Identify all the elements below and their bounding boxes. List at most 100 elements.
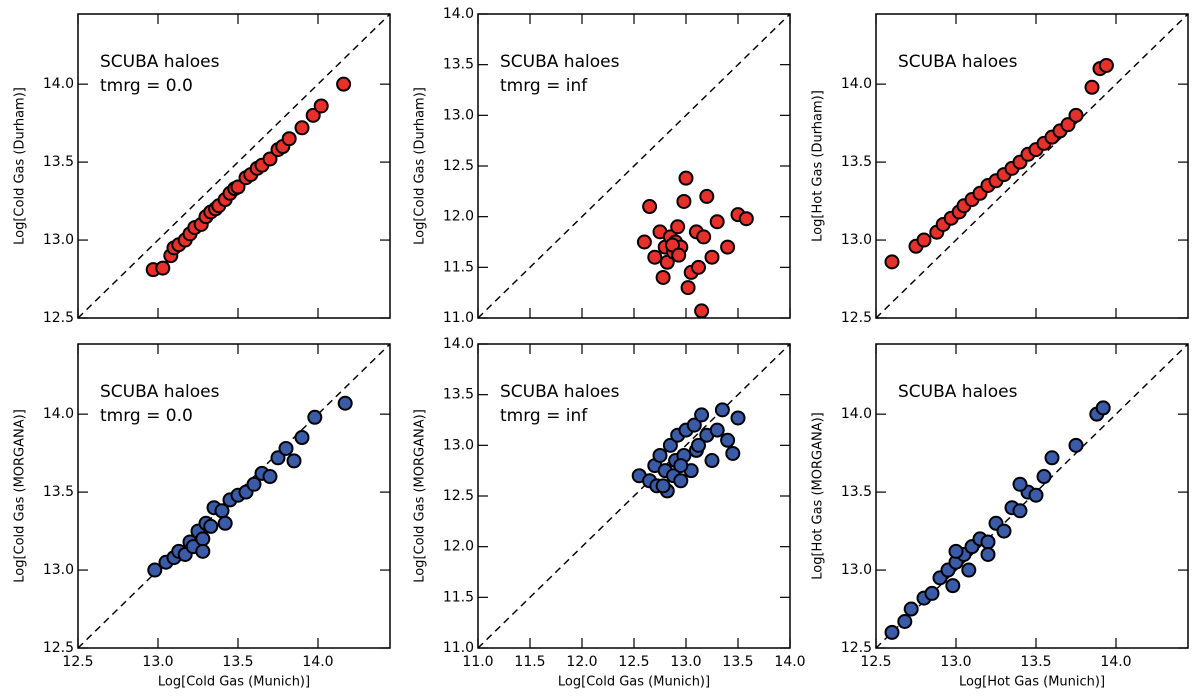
point — [704, 453, 720, 469]
point — [996, 523, 1012, 539]
y-tick-label: 13.0 — [443, 107, 474, 123]
x-tick-label: 11.5 — [514, 654, 545, 670]
y-axis-label: Log[Hot Gas (MORGANA)] — [811, 412, 826, 579]
identity-line — [78, 14, 390, 318]
y-tick-label: 12.5 — [43, 310, 74, 326]
frame — [77, 13, 391, 319]
y-tick-label: 13.0 — [841, 562, 872, 578]
point — [916, 232, 932, 248]
point — [686, 417, 702, 433]
point — [1068, 437, 1084, 453]
y-tick-label: 12.5 — [841, 640, 872, 656]
point — [948, 543, 964, 559]
y-tick-label: 13.5 — [841, 484, 872, 500]
y-tick-label: 12.5 — [841, 310, 872, 326]
point — [655, 269, 671, 285]
point — [147, 562, 163, 578]
point — [155, 260, 171, 276]
y-tick-label: 13.5 — [443, 387, 474, 403]
x-tick-label: 14.0 — [1100, 654, 1131, 670]
point — [924, 585, 940, 601]
point — [294, 430, 310, 446]
y-tick-label: 12.0 — [443, 209, 474, 225]
x-tick-label: 13.0 — [142, 654, 173, 670]
annotation: SCUBA haloes — [500, 382, 620, 402]
point — [980, 546, 996, 562]
y-axis-label: Log[Cold Gas (MORGANA)] — [13, 409, 28, 583]
panel: 12.5 13.0 13.5 14.0 Log[Hot Gas (Durham)] SCU… — [811, 13, 1189, 326]
panel: 11.0 11.5 12.0 12.5 13.0 13.5 14.0 11.0 11.5 12.0… — [413, 336, 806, 690]
panel: 12.5 13.0 13.5 14.0 12.5 13.0 13.5 14.0 Log[Cold… — [13, 343, 391, 690]
point — [307, 409, 323, 425]
point — [647, 249, 663, 265]
x-tick-label: 13.5 — [222, 654, 253, 670]
annotation: tmrg = 0.0 — [100, 76, 193, 96]
point — [1036, 469, 1052, 485]
y-axis-label: Log[Cold Gas (Durham)] — [13, 87, 28, 245]
point — [1012, 476, 1028, 492]
y-tick-label: 11.5 — [443, 259, 474, 275]
y-tick-label: 13.0 — [443, 437, 474, 453]
point — [313, 98, 329, 114]
point — [230, 179, 246, 195]
point — [1098, 57, 1114, 73]
y-tick-label: 14.0 — [43, 406, 74, 422]
point — [337, 395, 353, 411]
annotation: SCUBA haloes — [898, 382, 1018, 402]
x-tick-label: 12.5 — [62, 654, 93, 670]
x-tick-label: 13.0 — [940, 654, 971, 670]
point — [262, 469, 278, 485]
x-tick-label: 11.0 — [462, 654, 493, 670]
y-tick-label: 12.5 — [443, 158, 474, 174]
annotation: SCUBA haloes — [500, 52, 620, 72]
point — [286, 453, 302, 469]
point — [694, 407, 710, 423]
point — [676, 193, 692, 209]
y-tick-label: 11.0 — [443, 310, 474, 326]
point — [336, 76, 352, 92]
identity-line — [478, 344, 790, 648]
point — [195, 531, 211, 547]
identity-line — [478, 14, 790, 318]
point — [670, 219, 686, 235]
frame — [77, 343, 391, 649]
point — [195, 543, 211, 559]
y-axis-label: Log[Hot Gas (Durham)] — [811, 90, 826, 242]
y-tick-label: 13.5 — [43, 484, 74, 500]
point — [884, 254, 900, 270]
point — [1044, 450, 1060, 466]
point — [709, 214, 725, 230]
y-tick-label: 13.0 — [841, 232, 872, 248]
x-tick-label: 14.0 — [302, 654, 333, 670]
y-tick-label: 13.5 — [841, 154, 872, 170]
y-tick-label: 11.5 — [443, 589, 474, 605]
point — [696, 229, 712, 245]
frame — [875, 343, 1189, 649]
point — [262, 151, 278, 167]
point — [980, 534, 996, 550]
annotation: tmrg = inf — [500, 76, 588, 96]
y-tick-label: 14.0 — [841, 406, 872, 422]
point — [704, 249, 720, 265]
point — [281, 131, 297, 147]
x-tick-label: 12.5 — [618, 654, 649, 670]
point — [714, 402, 730, 418]
point — [1095, 400, 1111, 416]
point — [662, 437, 678, 453]
y-tick-label: 14.0 — [841, 76, 872, 92]
y-tick-label: 13.5 — [43, 154, 74, 170]
point — [673, 458, 689, 474]
point — [897, 613, 913, 629]
x-axis-label: Log[Cold Gas (Munich)] — [558, 675, 710, 690]
y-tick-label: 12.0 — [443, 539, 474, 555]
y-tick-label: 14.0 — [443, 6, 474, 22]
point — [1068, 107, 1084, 123]
point — [246, 476, 262, 492]
point — [217, 515, 233, 531]
point — [678, 170, 694, 186]
annotation: SCUBA haloes — [100, 382, 220, 402]
point — [961, 562, 977, 578]
y-tick-label: 13.0 — [43, 232, 74, 248]
